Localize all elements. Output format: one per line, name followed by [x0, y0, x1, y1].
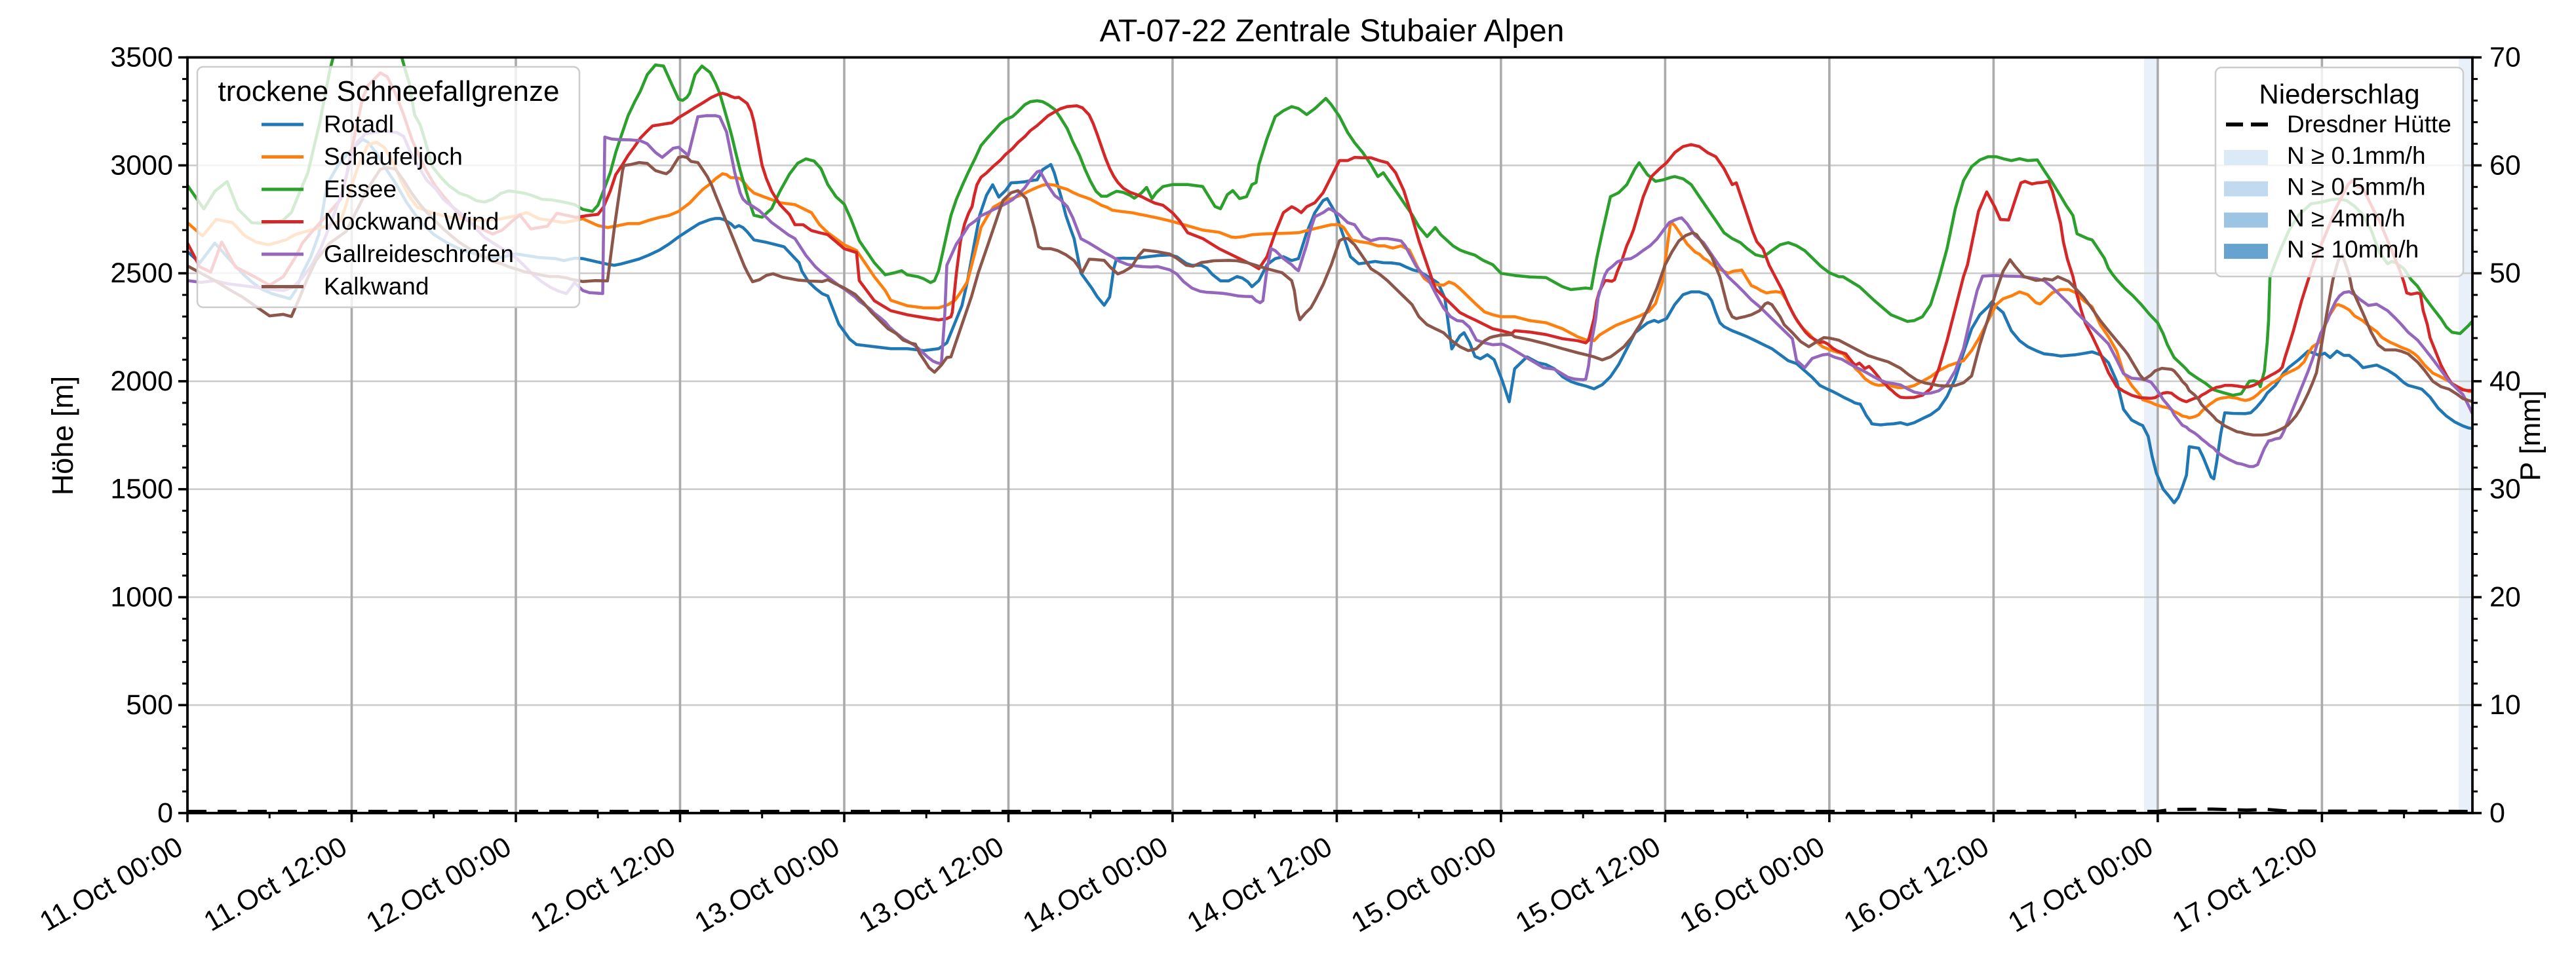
- svg-text:Schaufeljoch: Schaufeljoch: [324, 143, 463, 170]
- svg-text:60: 60: [2489, 149, 2521, 181]
- svg-text:50: 50: [2489, 257, 2521, 289]
- svg-text:30: 30: [2489, 474, 2521, 505]
- svg-text:P [mm]: P [mm]: [2514, 390, 2547, 482]
- svg-text:1500: 1500: [110, 474, 173, 505]
- svg-text:N ≥ 0.5mm/h: N ≥ 0.5mm/h: [2287, 174, 2426, 200]
- svg-text:0: 0: [157, 797, 173, 829]
- svg-text:70: 70: [2489, 42, 2521, 73]
- svg-text:Niederschlag: Niederschlag: [2259, 79, 2419, 109]
- svg-text:N ≥ 4mm/h: N ≥ 4mm/h: [2287, 204, 2406, 231]
- svg-text:2500: 2500: [110, 257, 173, 289]
- svg-text:500: 500: [126, 689, 173, 721]
- svg-text:1000: 1000: [110, 582, 173, 613]
- svg-text:3000: 3000: [110, 149, 173, 181]
- svg-text:0: 0: [2489, 797, 2505, 829]
- svg-text:AT-07-22 Zentrale Stubaier Alp: AT-07-22 Zentrale Stubaier Alpen: [1100, 14, 1565, 48]
- svg-text:Dresdner Hütte: Dresdner Hütte: [2287, 111, 2451, 138]
- svg-text:Rotadl: Rotadl: [324, 111, 394, 138]
- svg-text:N ≥ 0.1mm/h: N ≥ 0.1mm/h: [2287, 142, 2426, 169]
- svg-text:trockene Schneefallgrenze: trockene Schneefallgrenze: [218, 75, 560, 107]
- svg-text:Gallreideschrofen: Gallreideschrofen: [324, 240, 514, 267]
- svg-text:N ≥ 10mm/h: N ≥ 10mm/h: [2287, 236, 2419, 263]
- svg-text:10: 10: [2489, 689, 2521, 721]
- svg-text:20: 20: [2489, 582, 2521, 613]
- svg-text:Nockwand Wind: Nockwand Wind: [324, 208, 499, 235]
- svg-text:Kalkwand: Kalkwand: [324, 273, 429, 300]
- svg-text:3500: 3500: [110, 42, 173, 73]
- svg-text:Höhe [m]: Höhe [m]: [46, 376, 79, 496]
- svg-text:2000: 2000: [110, 366, 173, 397]
- svg-text:Eissee: Eissee: [324, 176, 397, 202]
- svg-text:40: 40: [2489, 366, 2521, 397]
